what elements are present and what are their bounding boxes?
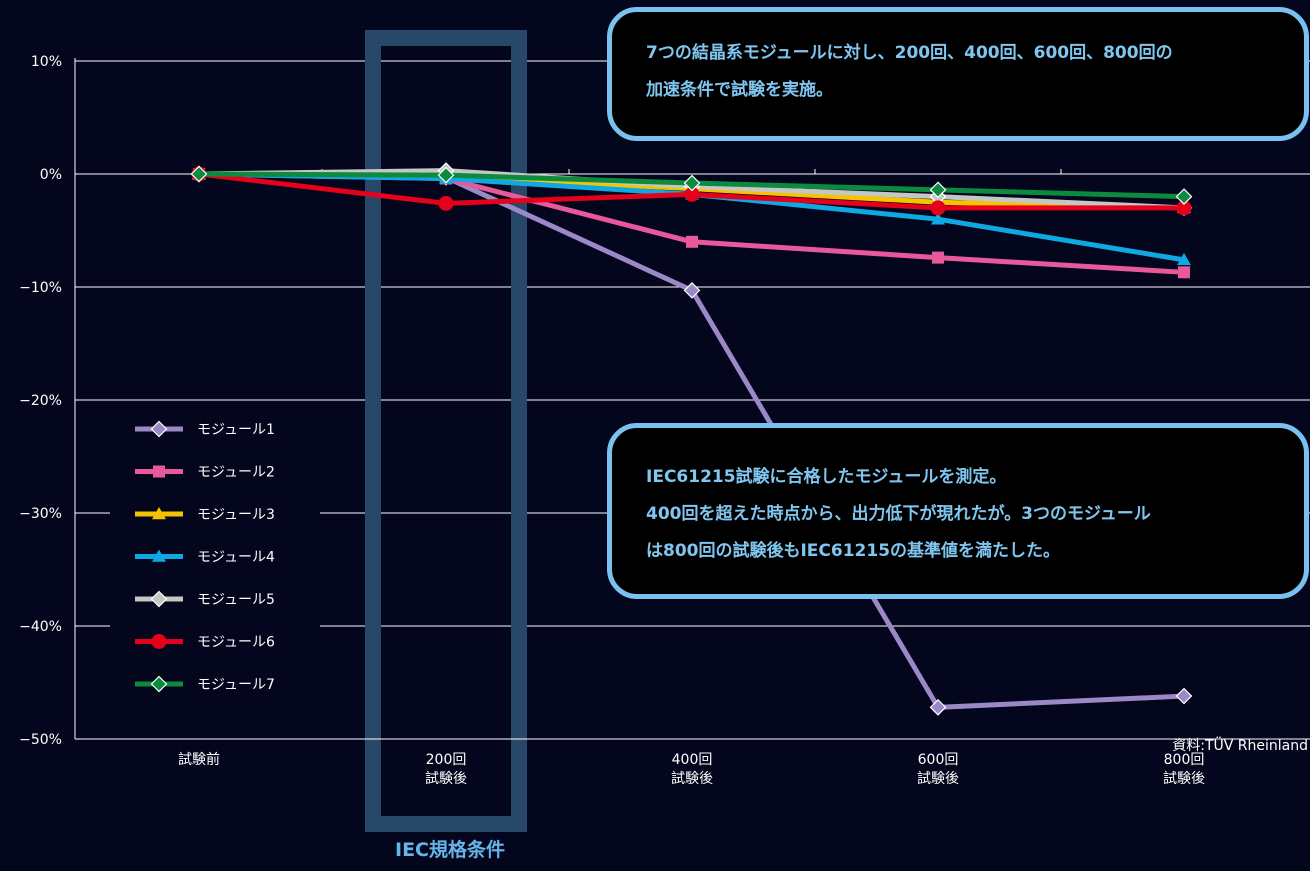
callout-bottom-line-3: は800回の試験後もIEC61215の基準値を満たした。 bbox=[646, 541, 1061, 561]
y-tick-label: −40% bbox=[19, 619, 62, 635]
x-tick-label: 試験前 bbox=[178, 751, 220, 768]
legend-marker bbox=[152, 507, 166, 520]
x-tick-label: 400回 bbox=[672, 752, 713, 768]
legend-item-4: モジュール4 bbox=[135, 549, 275, 566]
callout-bottom-line-2: 400回を超えた時点から、出力低下が現れたが。3つのモジュール bbox=[646, 504, 1151, 524]
legend-label: モジュール4 bbox=[197, 550, 275, 566]
legend-item-3: モジュール3 bbox=[135, 507, 275, 523]
data-point bbox=[438, 195, 454, 211]
legend-label: モジュール3 bbox=[197, 507, 275, 523]
callout-bottom-line-1: IEC61215試験に合格したモジュールを測定。 bbox=[646, 467, 1007, 487]
y-tick-label: 10% bbox=[31, 54, 62, 70]
callout-test-conditions: 7つの結晶系モジュールに対し、200回、400回、600回、800回の 加速条件… bbox=[607, 7, 1309, 141]
data-point bbox=[932, 251, 944, 264]
legend-label: モジュール5 bbox=[197, 592, 275, 608]
y-tick-label: −50% bbox=[19, 732, 62, 748]
iec-standard-label: IEC規格条件 bbox=[395, 839, 505, 861]
data-point bbox=[190, 165, 208, 183]
y-tick-label: −10% bbox=[19, 280, 62, 296]
data-point bbox=[1177, 252, 1191, 266]
data-point bbox=[686, 235, 698, 248]
data-point bbox=[931, 212, 945, 225]
legend-item-7: モジュール7 bbox=[135, 675, 275, 693]
data-point bbox=[1175, 687, 1193, 705]
legend-label: モジュール2 bbox=[197, 465, 275, 481]
y-tick-label: −20% bbox=[19, 393, 62, 409]
source-note: 資料:TÜV Rheinland bbox=[1172, 738, 1308, 754]
callout-results: IEC61215試験に合格したモジュールを測定。 400回を超えた時点から、出力… bbox=[607, 423, 1309, 599]
x-tick-label: 試験後 bbox=[917, 771, 959, 787]
data-point bbox=[683, 282, 701, 299]
data-point bbox=[437, 166, 455, 184]
legend-marker bbox=[153, 465, 165, 478]
data-point bbox=[684, 186, 700, 202]
legend-item-1: モジュール1 bbox=[135, 420, 275, 438]
x-tick-label: 800回 bbox=[1164, 752, 1205, 768]
legend-item-2: モジュール2 bbox=[135, 465, 275, 481]
legend: モジュール1 モジュール2 モジュール3 モジュール4 モジュール5 モジュール6 モジュー… bbox=[110, 403, 320, 703]
data-point bbox=[683, 174, 701, 192]
data-point bbox=[1175, 188, 1193, 205]
callout-top-line-1: 7つの結晶系モジュールに対し、200回、400回、600回、800回の bbox=[646, 43, 1173, 63]
data-point bbox=[929, 181, 947, 199]
legend-label: モジュール1 bbox=[197, 422, 275, 438]
x-tick-label: 200回 bbox=[426, 752, 467, 768]
iec-highlight-rect bbox=[365, 30, 527, 832]
legend-item-5: モジュール5 bbox=[135, 590, 275, 608]
x-tick-label: 試験後 bbox=[671, 771, 713, 787]
series-7 bbox=[190, 165, 1193, 205]
legend-marker bbox=[152, 549, 166, 562]
x-tick-label: 試験後 bbox=[425, 771, 467, 787]
data-point bbox=[1176, 200, 1192, 216]
callout-top-line-2: 加速条件で試験を実施。 bbox=[646, 80, 833, 100]
y-tick-label: −30% bbox=[19, 506, 62, 522]
series-lines bbox=[190, 162, 1193, 716]
legend-marker bbox=[150, 420, 168, 438]
iec-highlight-frame bbox=[365, 30, 527, 832]
legend-marker bbox=[150, 675, 168, 693]
legend-item-6: モジュール6 bbox=[135, 634, 275, 651]
legend-background bbox=[110, 403, 320, 703]
legend-marker bbox=[150, 590, 168, 608]
data-point bbox=[1178, 266, 1190, 279]
legend-label: モジュール7 bbox=[197, 677, 275, 693]
x-tick-label: 600回 bbox=[918, 752, 959, 768]
y-tick-label: 0% bbox=[40, 167, 62, 183]
legend-label: モジュール6 bbox=[197, 635, 275, 651]
data-point bbox=[929, 699, 947, 716]
x-tick-label: 試験後 bbox=[1163, 771, 1205, 787]
legend-marker bbox=[151, 634, 167, 649]
data-point bbox=[930, 200, 946, 216]
